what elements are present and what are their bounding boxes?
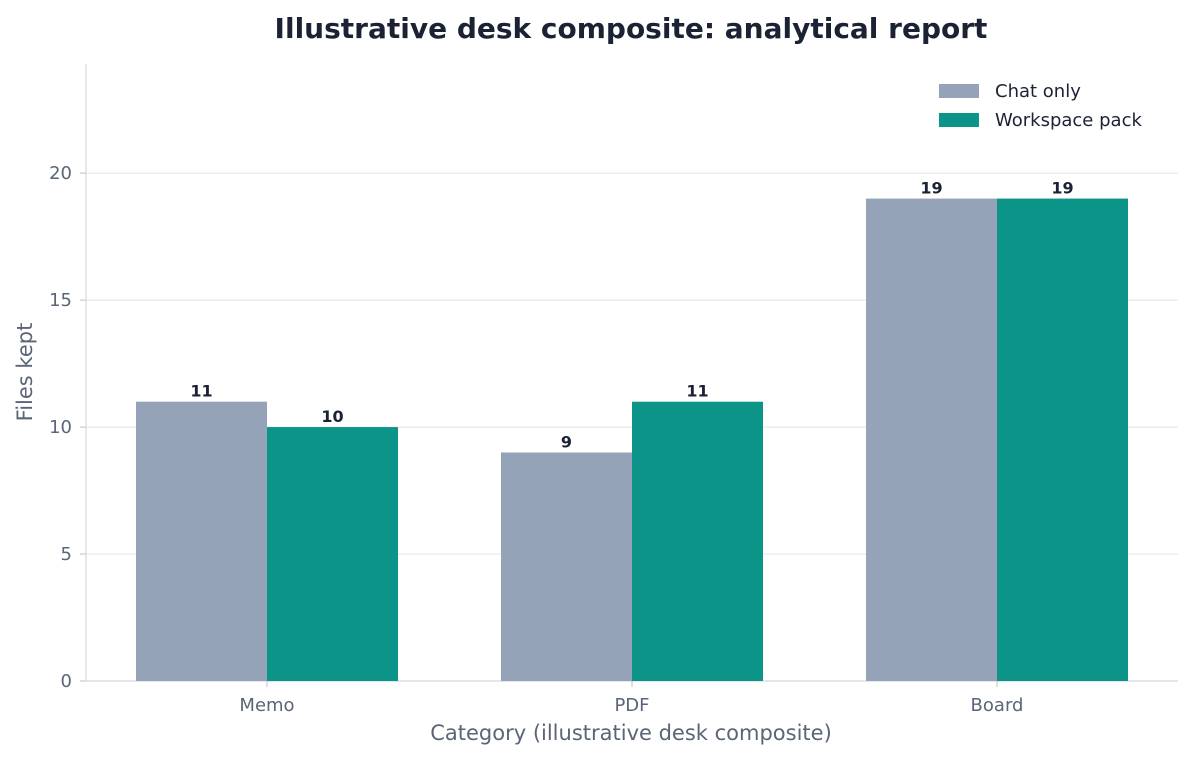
bars: [136, 198, 1128, 681]
x-tick-labels: Memo PDF Board: [239, 695, 1023, 716]
y-tick-label: 0: [61, 671, 72, 692]
bar: [136, 401, 267, 681]
legend: Chat only Workspace pack: [939, 81, 1142, 131]
bar-value-label: 19: [1051, 179, 1073, 198]
legend-label: Workspace pack: [995, 110, 1142, 131]
bar: [267, 427, 398, 681]
y-axis-label: Files kept: [13, 323, 37, 422]
x-axis-label: Category (illustrative desk composite): [430, 721, 832, 745]
bar-value-label: 9: [561, 432, 572, 451]
y-tick-labels: 0 5 10 15 20: [49, 163, 72, 692]
legend-swatch: [939, 84, 979, 98]
bar: [866, 198, 997, 681]
x-tick-label: Board: [971, 695, 1024, 716]
bar-value-label: 19: [920, 179, 942, 198]
legend-label: Chat only: [995, 81, 1081, 102]
y-tick-label: 5: [61, 544, 72, 565]
bar: [632, 401, 763, 681]
bar-value-label: 11: [190, 382, 212, 401]
value-labels: 11 10 9 11 19 19: [190, 179, 1073, 452]
bar: [997, 198, 1128, 681]
y-tick-label: 20: [49, 163, 72, 184]
bar: [501, 452, 632, 681]
chart-title: Illustrative desk composite: analytical …: [275, 12, 988, 45]
x-tick-label: Memo: [239, 695, 294, 716]
bar-value-label: 10: [321, 407, 343, 426]
bar-value-label: 11: [686, 382, 708, 401]
y-tick-label: 15: [49, 290, 72, 311]
x-tick-label: PDF: [614, 695, 649, 716]
legend-swatch: [939, 113, 979, 127]
y-tick-label: 10: [49, 417, 72, 438]
